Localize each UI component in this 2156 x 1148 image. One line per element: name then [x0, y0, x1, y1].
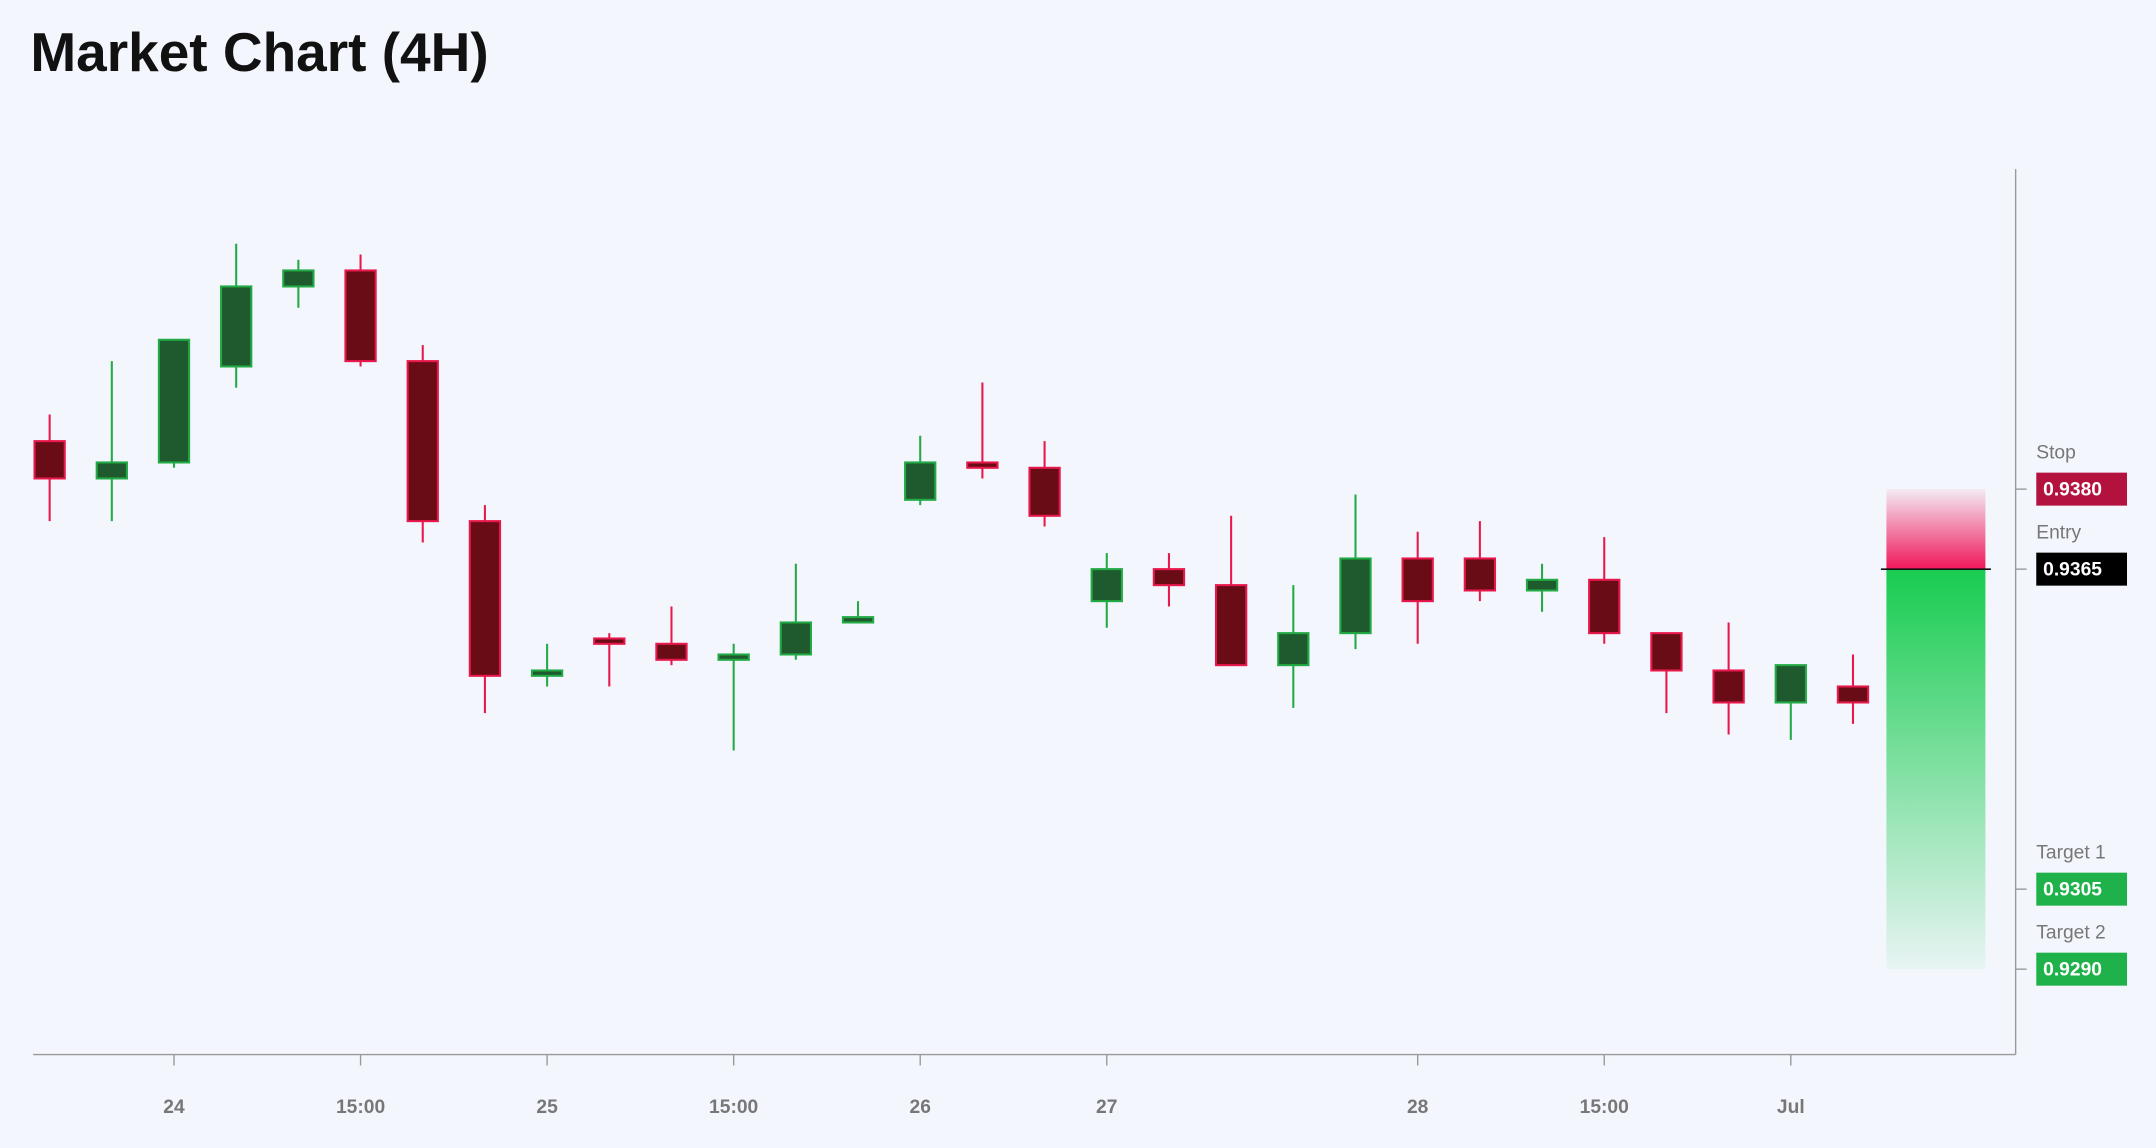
candle-body — [282, 269, 315, 288]
candle-body — [1588, 578, 1621, 635]
x-tick-label: Jul — [1777, 1097, 1805, 1118]
level-label: 0.9290 — [2043, 960, 2102, 981]
candle-body — [1836, 685, 1870, 704]
candle-body — [157, 338, 191, 464]
candle-body — [220, 285, 253, 368]
level-box — [2036, 872, 2128, 906]
x-tick-label: 15:00 — [1580, 1097, 1629, 1118]
level-box — [2036, 952, 2128, 986]
x-tick-label: 25 — [536, 1097, 558, 1118]
candle-body — [468, 520, 502, 677]
candle-body — [655, 642, 688, 661]
x-tick-label: 28 — [1407, 1097, 1429, 1118]
x-tick-label: 24 — [163, 1097, 185, 1118]
candle-body — [1028, 466, 1061, 517]
candle-body — [1214, 584, 1248, 667]
candle-body — [966, 461, 999, 469]
candle-body — [530, 669, 564, 677]
candle-body — [593, 637, 626, 645]
candle-body — [1463, 557, 1497, 592]
candle-body — [95, 461, 128, 480]
candle-body — [1712, 669, 1745, 704]
candle-body — [717, 653, 750, 661]
candle-body — [841, 616, 875, 624]
candle-body — [1152, 568, 1186, 587]
level-name: Entry — [2036, 522, 2081, 543]
chart-title: Market Chart (4H) — [30, 21, 488, 83]
x-tick-label: 26 — [910, 1097, 931, 1118]
candle-body — [33, 440, 66, 480]
candle-body — [406, 360, 439, 523]
candle-body — [1650, 632, 1683, 672]
candle-body — [1401, 557, 1434, 603]
candle-body — [779, 621, 813, 656]
level-label: 0.9365 — [2043, 560, 2102, 581]
target-zone — [1886, 569, 1986, 970]
level-label: 0.9305 — [2043, 880, 2102, 901]
candle-body — [904, 461, 937, 501]
candle-body — [344, 269, 377, 363]
candle-body — [1525, 578, 1559, 592]
candle-body — [1277, 632, 1310, 667]
candle-body — [1090, 568, 1123, 603]
candle-body — [1339, 557, 1372, 635]
level-name: Target 1 — [2036, 842, 2106, 863]
x-tick-label: 15:00 — [336, 1097, 385, 1118]
x-tick-label: 27 — [1096, 1097, 1117, 1118]
x-tick-label: 15:00 — [709, 1097, 758, 1118]
level-label: 0.9380 — [2043, 480, 2102, 501]
stop-zone — [1886, 489, 1986, 570]
level-box — [2036, 552, 2128, 586]
candle-body — [1774, 664, 1807, 704]
level-name: Stop — [2036, 442, 2076, 463]
level-box — [2036, 472, 2128, 506]
level-name: Target 2 — [2036, 923, 2106, 944]
